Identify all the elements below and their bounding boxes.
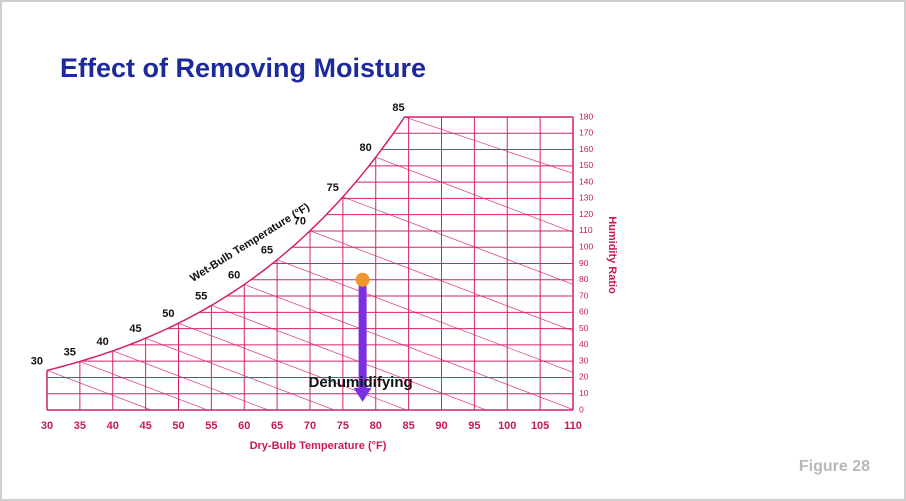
- x-tick-label: 90: [435, 420, 447, 432]
- x-tick-label: 35: [74, 420, 86, 432]
- x-tick-label: 80: [370, 420, 382, 432]
- x-tick-label: 110: [564, 420, 582, 432]
- wet-bulb-line: [309, 230, 574, 332]
- y2-tick-label: 50: [579, 323, 589, 333]
- process-arrow-shaft: [358, 279, 367, 390]
- process-annotation: Dehumidifying: [309, 374, 413, 391]
- y2-tick-label: 150: [579, 160, 593, 170]
- y2-tick-label: 0: [579, 404, 584, 414]
- wet-bulb-line: [112, 350, 269, 411]
- wet-bulb-line: [244, 284, 574, 410]
- process-arrow-head: [353, 387, 372, 402]
- y2-tick-label: 70: [579, 290, 589, 300]
- y2-tick-label: 20: [579, 372, 589, 382]
- y2-tick-label: 30: [579, 355, 589, 365]
- x-tick-label: 105: [531, 420, 549, 432]
- wet-bulb-tick-label: 55: [195, 290, 207, 302]
- x-tick-label: 50: [172, 420, 184, 432]
- y2-tick-label: 130: [579, 193, 593, 203]
- y2-axis-label: Humidity Ratio: [606, 216, 618, 294]
- wet-bulb-tick-label: 40: [97, 336, 109, 348]
- x-axis-label: Dry-Bulb Temperature (°F): [250, 440, 387, 452]
- wet-bulb-line: [342, 196, 574, 285]
- y2-tick-label: 10: [579, 388, 589, 398]
- x-tick-label: 65: [271, 420, 283, 432]
- wet-bulb-tick-label: 35: [64, 346, 76, 358]
- wet-bulb-tick-label: 80: [360, 142, 372, 154]
- x-tick-label: 85: [403, 420, 415, 432]
- y2-tick-label: 40: [579, 339, 589, 349]
- wet-bulb-line: [145, 337, 335, 411]
- y2-tick-label: 80: [579, 274, 589, 284]
- x-tick-label: 55: [205, 420, 217, 432]
- wet-bulb-line: [178, 322, 407, 411]
- y2-tick-label: 100: [579, 241, 593, 251]
- saturation-curve: [46, 116, 573, 372]
- wet-bulb-tick-label: 45: [129, 323, 141, 335]
- wet-bulb-tick-label: 30: [31, 355, 43, 367]
- wet-bulb-line: [46, 369, 152, 411]
- x-tick-label: 100: [498, 420, 516, 432]
- y2-tick-label: 170: [579, 128, 593, 138]
- wet-bulb-tick-label: 70: [294, 216, 306, 228]
- wet-bulb-tick-label: 60: [228, 269, 240, 281]
- x-tick-label: 70: [304, 420, 316, 432]
- y2-tick-label: 120: [579, 209, 593, 219]
- x-tick-label: 95: [468, 420, 480, 432]
- wet-bulb-tick-label: 65: [261, 245, 273, 257]
- x-tick-label: 30: [41, 420, 53, 432]
- wet-bulb-axis-label: Wet-Bulb Temperature (°F): [188, 201, 312, 285]
- wet-bulb-line: [211, 305, 487, 411]
- y2-tick-label: 160: [579, 144, 593, 154]
- wet-bulb-line: [404, 116, 574, 174]
- process-start-point: [355, 272, 370, 287]
- wet-bulb-line: [79, 361, 208, 411]
- y2-tick-label: 110: [579, 225, 593, 235]
- x-tick-label: 40: [107, 420, 119, 432]
- y2-tick-label: 90: [579, 258, 589, 268]
- wet-bulb-tick-label: 75: [327, 182, 339, 194]
- wet-bulb-tick-label: 85: [392, 102, 404, 114]
- slide-title: Effect of Removing Moisture: [60, 53, 426, 83]
- figure-label: Figure 28: [799, 458, 870, 475]
- x-tick-label: 60: [238, 420, 250, 432]
- wet-bulb-line: [276, 259, 574, 373]
- x-tick-label: 75: [337, 420, 349, 432]
- y2-tick-label: 180: [579, 111, 593, 121]
- y2-tick-label: 140: [579, 176, 593, 186]
- y2-tick-label: 60: [579, 307, 589, 317]
- wet-bulb-tick-label: 50: [162, 308, 174, 320]
- wet-bulb-line: [375, 156, 574, 233]
- x-tick-label: 45: [140, 420, 152, 432]
